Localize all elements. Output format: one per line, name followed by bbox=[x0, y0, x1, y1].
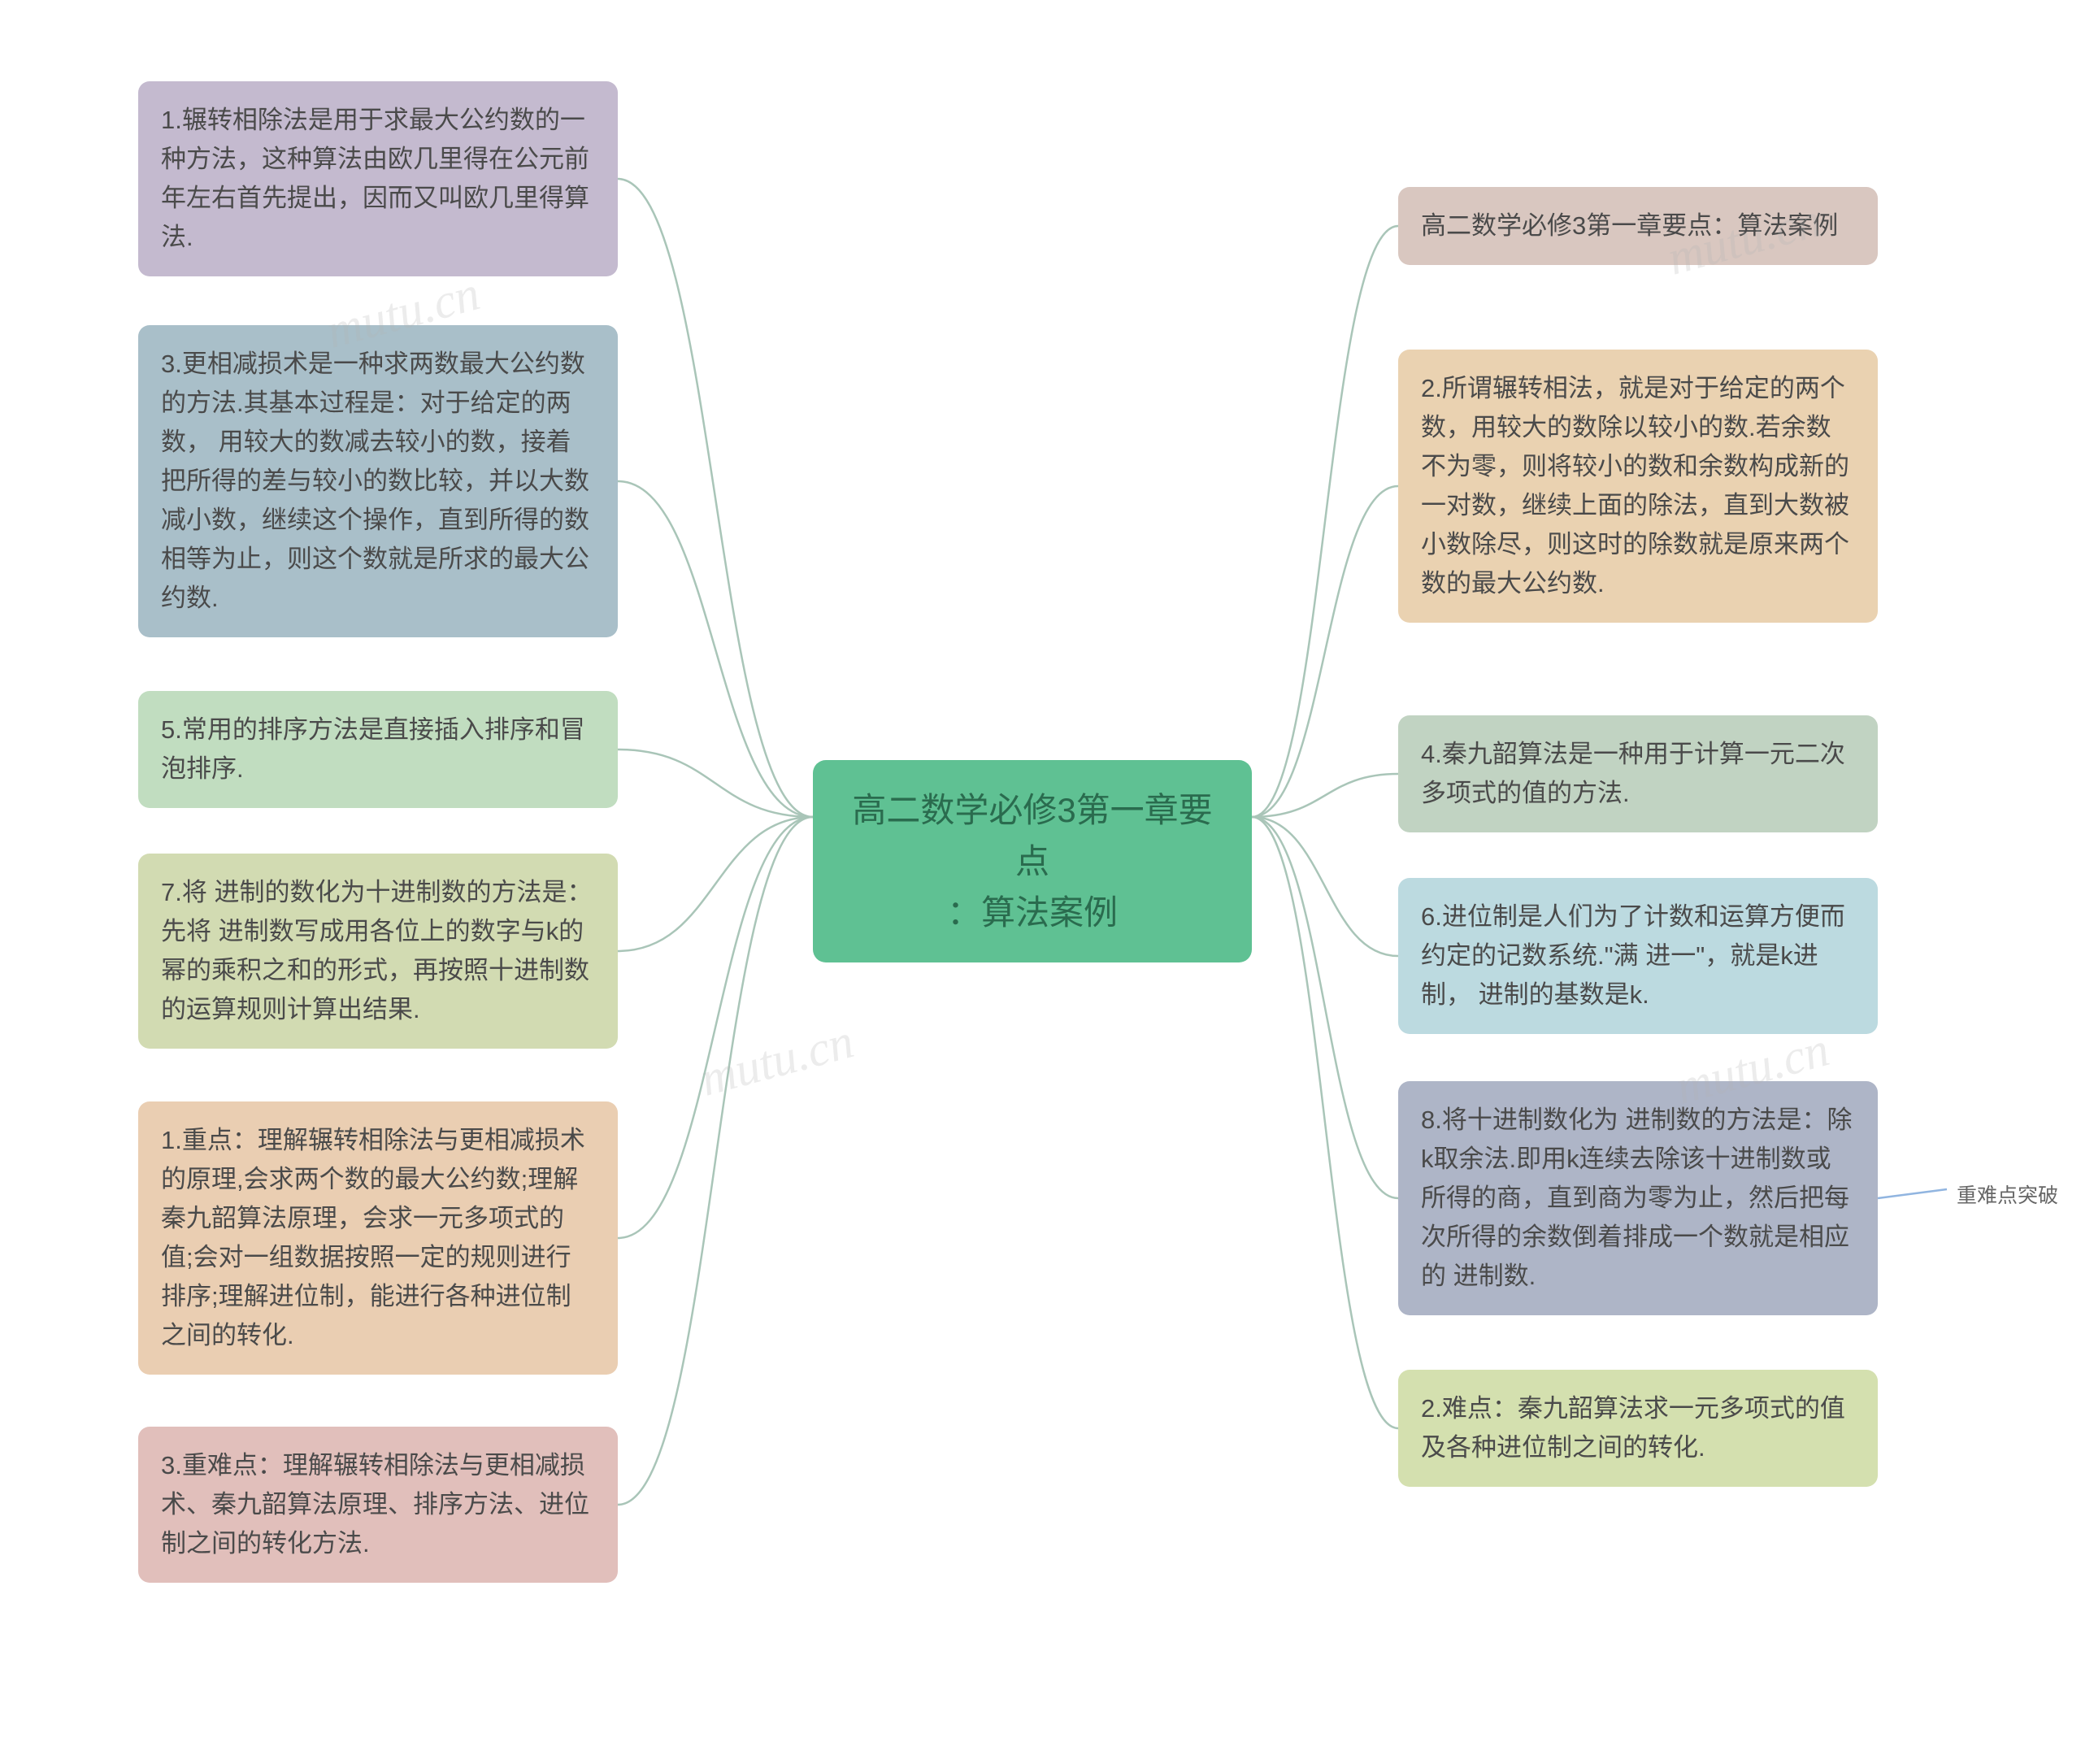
left-node-1: 3.更相减损术是一种求两数最大公约数的方法.其基本过程是：对于给定的两数， 用较… bbox=[138, 325, 618, 637]
left-node-2: 5.常用的排序方法是直接插入排序和冒泡排序. bbox=[138, 691, 618, 808]
subnode-difficulty: 重难点突破 bbox=[1947, 1175, 2068, 1214]
right-node-1: 2.所谓辗转相法，就是对于给定的两个数，用较大的数除以较小的数.若余数不为零，则… bbox=[1398, 350, 1878, 623]
left-node-0: 1.辗转相除法是用于求最大公约数的一种方法，这种算法由欧几里得在公元前 年左右首… bbox=[138, 81, 618, 276]
center-line2: ：算法案例 bbox=[842, 887, 1223, 938]
right-node-4: 8.将十进制数化为 进制数的方法是：除k取余法.即用k连续去除该十进制数或所得的… bbox=[1398, 1081, 1878, 1315]
left-node-5: 3.重难点：理解辗转相除法与更相减损术、秦九韶算法原理、排序方法、进位制之间的转… bbox=[138, 1427, 618, 1583]
right-node-3: 6.进位制是人们为了计数和运算方便而约定的记数系统."满 进一"，就是k进制， … bbox=[1398, 878, 1878, 1034]
left-node-3: 7.将 进制的数化为十进制数的方法是：先将 进制数写成用各位上的数字与k的幂的乘… bbox=[138, 854, 618, 1049]
right-node-2: 4.秦九韶算法是一种用于计算一元二次多项式的值的方法. bbox=[1398, 715, 1878, 832]
watermark-2: mutu.cn bbox=[694, 1013, 859, 1107]
right-node-5: 2.难点：秦九韶算法求一元多项式的值及各种进位制之间的转化. bbox=[1398, 1370, 1878, 1487]
center-node: 高二数学必修3第一章要点 ：算法案例 bbox=[813, 760, 1252, 962]
center-line1: 高二数学必修3第一章要点 bbox=[842, 784, 1223, 887]
left-node-4: 1.重点：理解辗转相除法与更相减损术的原理,会求两个数的最大公约数;理解秦九韶算… bbox=[138, 1101, 618, 1375]
right-node-0: 高二数学必修3第一章要点：算法案例 bbox=[1398, 187, 1878, 265]
